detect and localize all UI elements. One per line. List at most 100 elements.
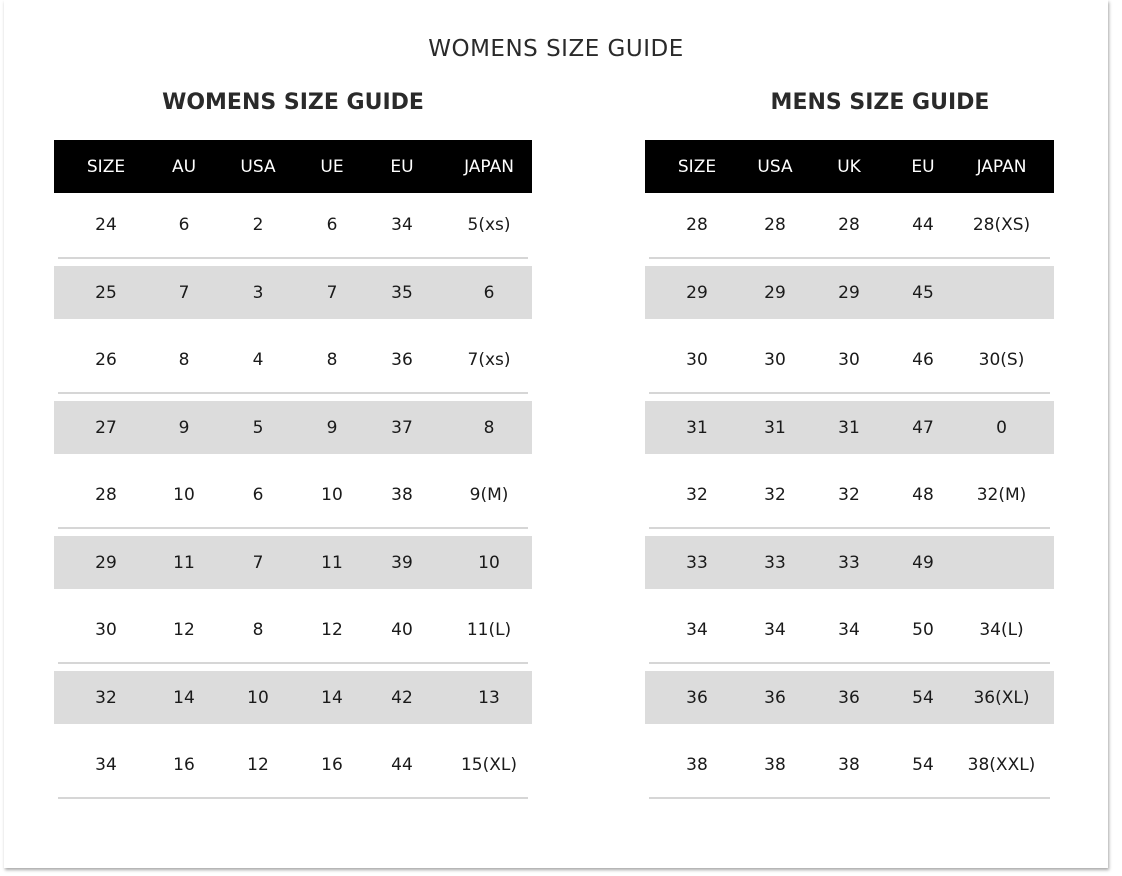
table-cell: 34: [95, 755, 117, 775]
table-cell: 8: [326, 350, 338, 370]
table-row: 29 11 7 11 39 10: [54, 536, 532, 589]
table-row: 25 7 3 7 35 6: [54, 266, 532, 319]
table-cell: 24: [95, 215, 117, 235]
mens-header-eu: EU: [911, 156, 935, 177]
table-cell: 7: [252, 552, 264, 573]
table-cell: 30: [686, 350, 708, 370]
table-cell: 11(L): [466, 620, 512, 640]
table-row: 30 30 30 46 30(S): [645, 328, 1054, 394]
table-cell: 0: [996, 417, 1007, 438]
womens-header-japan: JAPAN: [464, 156, 514, 177]
table-cell: 14: [173, 687, 195, 708]
table-cell: 6: [483, 282, 495, 303]
table-cell: 31: [686, 417, 708, 438]
womens-header-usa: USA: [240, 156, 276, 177]
table-cell: 9: [326, 417, 338, 438]
mens-header-usa: USA: [757, 156, 793, 177]
mens-header-size: SIZE: [677, 156, 717, 177]
table-row: 27 9 5 9 37 8: [54, 401, 532, 454]
table-cell: 4: [252, 350, 264, 370]
page-title: WOMENS SIZE GUIDE: [428, 36, 684, 62]
table-cell: 6: [326, 215, 338, 235]
table-cell: 11: [173, 552, 195, 573]
table-cell: 34: [838, 620, 860, 640]
table-cell: 13: [478, 687, 500, 708]
table-row: 28 10 6 10 38 9(M): [54, 463, 532, 529]
table-cell: 46: [912, 350, 934, 370]
table-row: 24 6 2 6 34 5(xs): [54, 193, 532, 259]
table-cell: 27: [95, 417, 117, 438]
table-cell: 29: [95, 552, 117, 573]
table-cell: 2: [252, 215, 264, 235]
table-cell: 44: [391, 755, 413, 775]
table-cell: 28: [764, 215, 786, 235]
table-cell: 38: [838, 755, 860, 775]
mens-size-guide: MENS SIZE GUIDE SIZE USA UK EU JAPAN 28 28 28 4…: [645, 90, 1054, 799]
table-cell: 10: [321, 485, 343, 505]
table-row: 36 36 36 54 36(XL): [645, 671, 1054, 724]
table-cell: 45: [912, 282, 934, 303]
table-cell: 38: [764, 755, 786, 775]
table-cell: 34(L): [979, 620, 1024, 640]
table-cell: 6: [178, 215, 190, 235]
womens-guide-title: WOMENS SIZE GUIDE: [162, 90, 424, 115]
mens-guide-title: MENS SIZE GUIDE: [770, 90, 990, 115]
table-cell: 36(XL): [973, 687, 1030, 708]
table-cell: 42: [391, 687, 413, 708]
table-cell: 31: [764, 417, 786, 438]
womens-header-au: AU: [171, 156, 197, 177]
table-cell: 40: [391, 620, 413, 640]
table-cell: 36: [838, 687, 860, 708]
table-cell: 37: [391, 417, 413, 438]
table-cell: 11: [321, 552, 343, 573]
table-cell: 34: [391, 215, 413, 235]
table-cell: 33: [838, 552, 860, 573]
table-cell: 33: [686, 552, 708, 573]
table-cell: 38(XXL): [967, 755, 1036, 775]
table-cell: 29: [838, 282, 860, 303]
table-cell: 38: [686, 755, 708, 775]
table-cell: 26: [95, 350, 117, 370]
table-cell: 34: [686, 620, 708, 640]
table-cell: 8: [178, 350, 190, 370]
table-cell: 48: [912, 485, 934, 505]
table-cell: 8: [252, 620, 264, 640]
table-cell: 36: [686, 687, 708, 708]
table-cell: 36: [764, 687, 786, 708]
table-cell: 28: [95, 485, 117, 505]
table-row: 32 32 32 48 32(M): [645, 463, 1054, 529]
table-row: 26 8 4 8 36 7(xs): [54, 328, 532, 394]
table-cell: 28(XS): [972, 215, 1031, 235]
table-cell: 30: [764, 350, 786, 370]
table-cell: 31: [838, 417, 860, 438]
table-cell: 14: [321, 687, 343, 708]
table-cell: 8: [483, 417, 495, 438]
table-cell: 16: [173, 755, 195, 775]
table-cell: 29: [764, 282, 786, 303]
table-row: 34 16 12 16 44 15(XL): [54, 733, 532, 799]
table-cell: 28: [838, 215, 860, 235]
table-cell: 12: [173, 620, 195, 640]
table-cell: 30: [838, 350, 860, 370]
table-cell: 6: [252, 485, 264, 505]
table-cell: 5(xs): [467, 215, 511, 235]
table-cell: 5: [252, 417, 264, 438]
womens-table-header: SIZE AU USA UE EU JAPAN: [54, 140, 532, 193]
table-cell: 30(S): [978, 350, 1025, 370]
table-cell: 9(M): [469, 485, 509, 505]
table-cell: 49: [912, 552, 934, 573]
table-row: 30 12 8 12 40 11(L): [54, 598, 532, 664]
size-guide-page: WOMENS SIZE GUIDE WOMENS SIZE GUIDE SIZE…: [4, 0, 1108, 868]
mens-header-uk: UK: [837, 156, 861, 177]
table-cell: 7: [326, 282, 338, 303]
table-cell: 10: [247, 687, 269, 708]
table-cell: 32: [764, 485, 786, 505]
table-cell: 16: [321, 755, 343, 775]
table-cell: 30: [95, 620, 117, 640]
mens-header-japan: JAPAN: [976, 156, 1027, 177]
table-row: 34 34 34 50 34(L): [645, 598, 1054, 664]
table-cell: 12: [247, 755, 269, 775]
table-cell: 36: [391, 350, 413, 370]
table-cell: 10: [478, 552, 500, 573]
table-row: 31 31 31 47 0: [645, 401, 1054, 454]
